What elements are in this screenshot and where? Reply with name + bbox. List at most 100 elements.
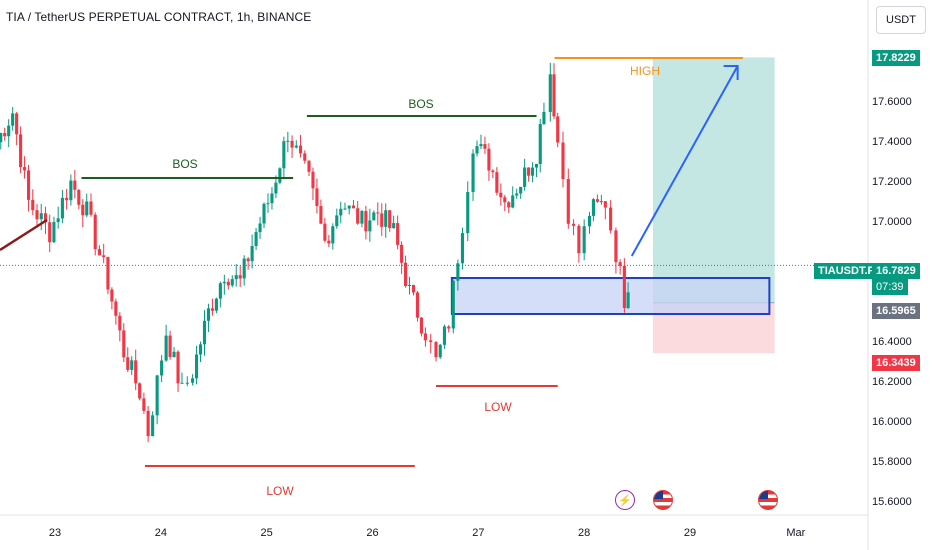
- countdown-label: 07:39: [872, 279, 908, 295]
- candle-body: [180, 382, 184, 384]
- candle-body: [438, 344, 442, 358]
- candle-body: [591, 199, 595, 216]
- candle-body: [566, 179, 570, 224]
- candle-body: [172, 351, 176, 358]
- high-price-label: 17.8229: [872, 50, 920, 66]
- y-tick-label: 16.2000: [872, 376, 912, 388]
- candle-body: [7, 125, 11, 137]
- low-label-2: LOW: [484, 400, 512, 414]
- chart-title: TIA / TetherUS PERPETUAL CONTRACT, 1h, B…: [6, 10, 312, 24]
- candle-body: [222, 281, 226, 284]
- candle-body: [429, 340, 433, 343]
- candle-body: [151, 415, 155, 437]
- candle-body: [552, 74, 556, 117]
- candle-body: [475, 146, 479, 154]
- candle-body: [56, 218, 60, 223]
- demand-zone: [450, 277, 771, 315]
- candle-body: [548, 74, 552, 112]
- candle-body: [270, 193, 274, 204]
- candle-body: [479, 144, 483, 147]
- lightning-icon[interactable]: ⚡: [615, 490, 635, 510]
- candle-body: [142, 398, 146, 411]
- y-tick-label: 15.6000: [872, 496, 912, 508]
- entry-price-label: 16.5965: [872, 303, 920, 319]
- candle-body: [384, 210, 388, 227]
- candle-body: [0, 133, 3, 143]
- candle-body: [609, 207, 613, 231]
- candle-body: [191, 378, 195, 383]
- candle-body: [542, 111, 546, 125]
- candle-body: [210, 308, 214, 311]
- candle-body: [77, 189, 81, 205]
- candle-body: [206, 308, 211, 321]
- candle-body: [266, 203, 270, 205]
- candle-body: [290, 140, 294, 148]
- candle-body: [447, 326, 451, 329]
- candle-body: [460, 233, 465, 264]
- candle-body: [376, 212, 380, 214]
- x-tick-label: Mar: [786, 527, 806, 539]
- candle-body: [35, 210, 39, 220]
- candle-body: [331, 226, 335, 244]
- candle-body: [274, 182, 278, 194]
- candle-body: [114, 301, 118, 316]
- candle-body: [230, 279, 234, 286]
- candle-body: [315, 188, 319, 207]
- stop-price-label: 16.3439: [872, 355, 920, 371]
- candle-body: [238, 275, 242, 279]
- candle-body: [626, 292, 630, 309]
- us-flag-icon[interactable]: [758, 490, 778, 510]
- us-flag-icon[interactable]: [653, 490, 673, 510]
- candle-body: [218, 283, 222, 299]
- candle-body: [356, 208, 360, 224]
- candle-body: [523, 167, 527, 187]
- candle-body: [48, 222, 52, 243]
- candle-body: [434, 342, 438, 358]
- candle-body: [176, 351, 180, 384]
- candle-body: [242, 258, 246, 279]
- candle-body: [3, 133, 7, 137]
- currency-unit-button[interactable]: USDT: [876, 6, 926, 34]
- chart-background-layer: [0, 57, 868, 354]
- candle-body: [618, 262, 622, 266]
- candle-body: [26, 170, 31, 200]
- candle-body: [407, 284, 412, 286]
- candle-body: [303, 153, 307, 161]
- candle-body: [572, 223, 576, 226]
- bos-label-1: BOS: [172, 157, 198, 171]
- candle-body: [52, 222, 56, 243]
- candle-body: [126, 357, 130, 370]
- low-label-1: LOW: [266, 484, 294, 498]
- candle-body: [396, 223, 400, 245]
- candle-body: [97, 249, 102, 256]
- candle-body: [335, 215, 339, 227]
- candle-body: [404, 262, 408, 286]
- candle-body: [515, 193, 519, 196]
- y-tick-label: 17.0000: [872, 216, 912, 228]
- candle-body: [519, 186, 523, 194]
- candle-body: [582, 226, 586, 254]
- candle-body: [11, 113, 15, 126]
- candle-body: [419, 317, 424, 334]
- candle-body: [339, 208, 343, 216]
- target-arrow-head: [723, 65, 739, 80]
- candle-body: [130, 360, 134, 370]
- x-tick-label: 26: [366, 527, 379, 539]
- candle-body: [327, 240, 331, 244]
- candle-body: [531, 167, 535, 176]
- last-price-label: 16.7829: [872, 263, 920, 279]
- candle-body: [451, 280, 455, 329]
- candle-body: [278, 168, 282, 183]
- candle-body: [23, 167, 27, 171]
- candle-body: [307, 160, 311, 172]
- candle-body: [234, 275, 238, 280]
- candle-body: [614, 230, 618, 263]
- x-tick-label: 29: [683, 527, 697, 539]
- trend-line: [0, 218, 48, 252]
- candle-body: [202, 320, 207, 345]
- candle-body: [491, 170, 495, 173]
- overlay-layer: [0, 0, 869, 550]
- candle-body: [442, 326, 447, 345]
- symbol-label: TIAUSDT.P: [814, 263, 879, 279]
